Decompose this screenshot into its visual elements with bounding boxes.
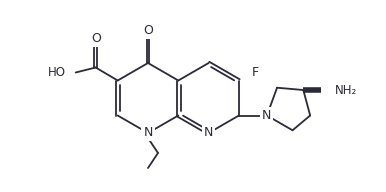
Text: O: O — [143, 25, 153, 37]
Text: N: N — [143, 127, 153, 140]
Text: NH₂: NH₂ — [335, 84, 357, 97]
Text: O: O — [91, 32, 101, 45]
Text: F: F — [251, 66, 259, 79]
Text: N: N — [262, 109, 272, 122]
Text: N: N — [204, 127, 213, 140]
Text: HO: HO — [48, 66, 66, 79]
